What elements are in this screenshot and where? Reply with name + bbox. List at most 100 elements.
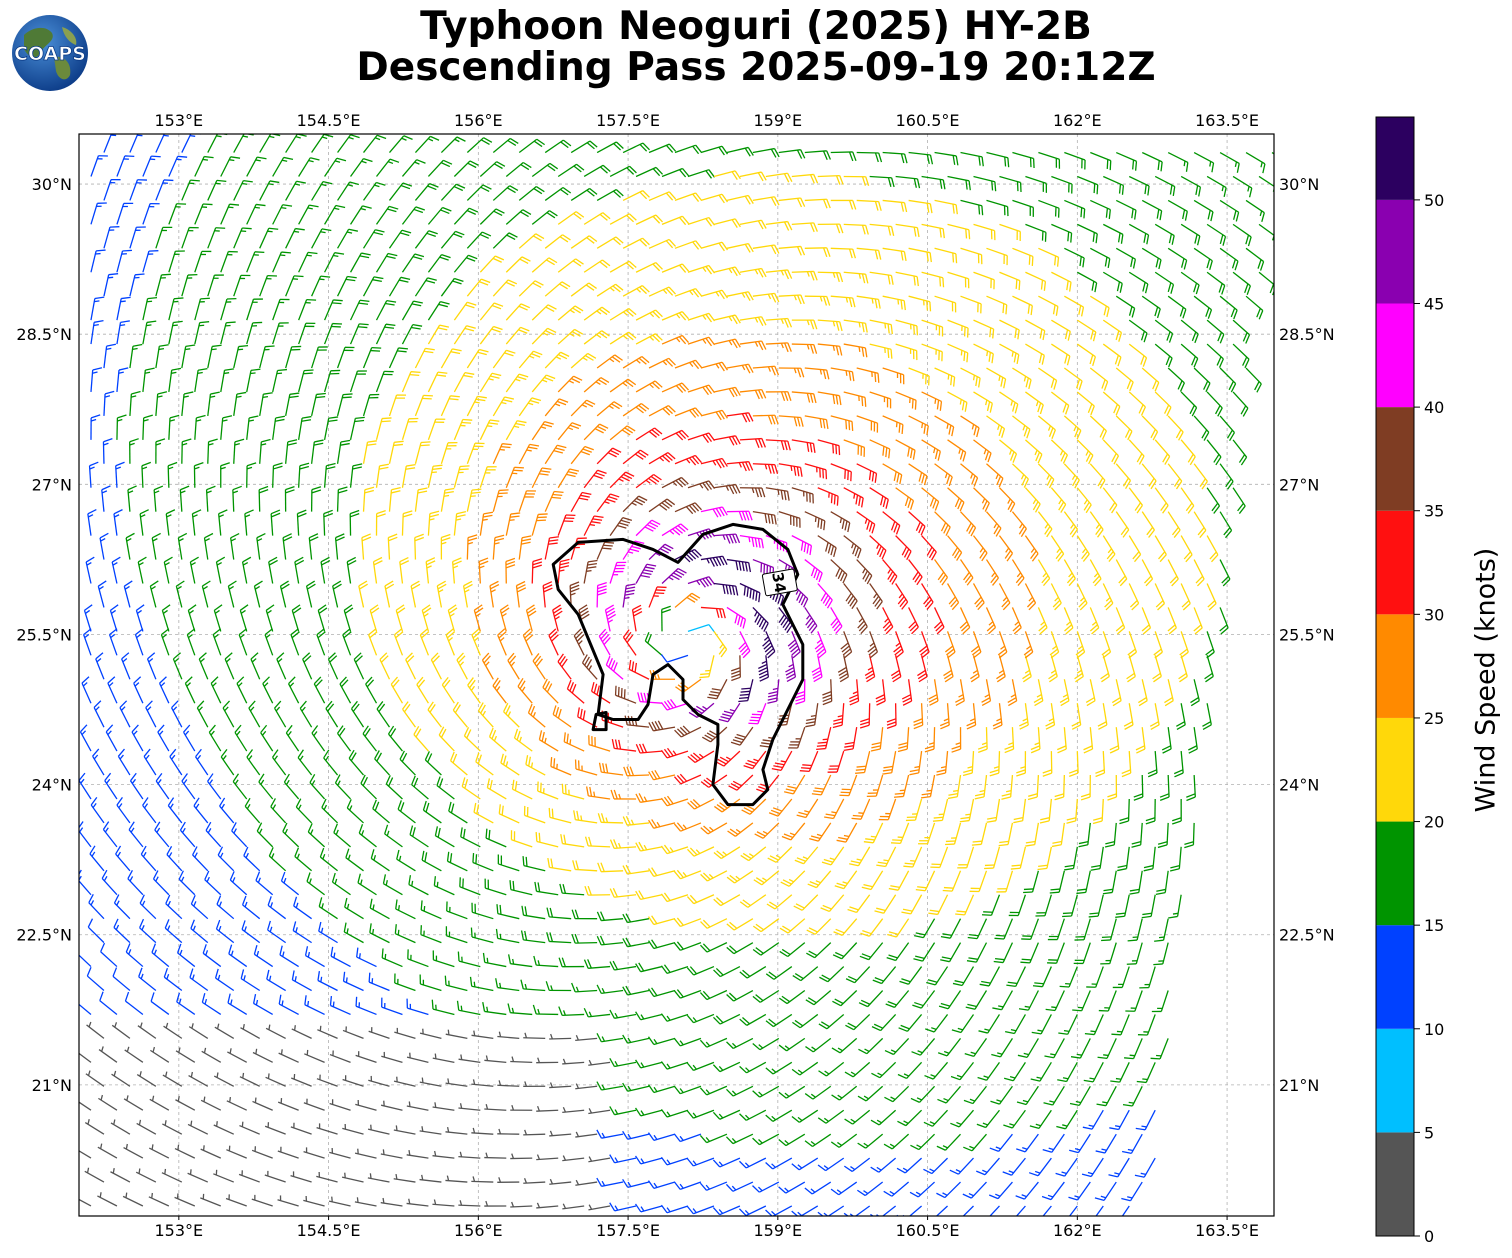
wind-barb [1100,942,1117,965]
wind-barb [791,1061,819,1076]
barb-feather [941,956,952,960]
barb-half-feather [180,876,185,882]
wind-barb [609,887,637,898]
barb-feather [202,944,207,954]
barb-half-feather [915,1191,922,1196]
barb-feather [1157,841,1168,845]
wind-barb [712,1061,741,1073]
barb-staff [369,907,390,920]
barb-half-feather [718,1113,724,1119]
barb-staff [1140,822,1143,845]
barb-staff [601,918,624,922]
barb-half-feather [323,804,328,811]
wind-barb [887,918,910,938]
barb-staff [381,957,403,968]
barb-feather [216,895,222,905]
wind-barb [1081,1157,1104,1178]
barb-staff [666,798,689,807]
barb-staff [1132,1038,1143,1059]
barb-feather [740,854,750,862]
barb-staff [953,822,962,845]
wind-barb [495,978,520,992]
barb-feather [1094,1197,1105,1201]
barb-feather [625,913,632,923]
barb-staff [136,1074,157,1087]
wind-barb [264,1170,286,1183]
barb-staff [575,1133,598,1138]
barb-staff [1136,918,1143,941]
barb-half-feather [322,853,326,860]
barb-feather [1105,841,1115,845]
barb-feather [933,816,944,819]
barb-feather [228,944,233,954]
barb-half-feather [876,1119,882,1124]
wind-barb [255,871,274,896]
barb-feather [189,968,194,978]
barb-staff [984,1157,1000,1176]
wind-barb [1101,918,1117,942]
barb-staff [175,1050,196,1063]
wind-barb [303,1147,325,1159]
wind-barb [622,815,650,826]
barb-feather [622,986,629,996]
barb-feather [834,885,845,890]
barb-staff [434,885,455,896]
barb-half-feather [784,1140,790,1145]
barb-half-feather [255,1048,258,1055]
barb-feather [663,844,671,854]
wind-barb [1083,1062,1104,1083]
barb-staff [472,911,494,920]
barb-feather [651,819,658,828]
barb-feather [622,1082,629,1092]
wind-barb [280,871,300,896]
barb-half-feather [92,803,97,808]
wind-barb [957,846,975,869]
barb-staff [988,966,1001,987]
barb-feather [822,904,832,910]
barb-feather [482,1001,486,1012]
barb-staff [852,1109,871,1125]
barb-staff [919,1085,936,1103]
barb-half-feather [460,1054,463,1060]
barb-staff [255,879,274,896]
wind-barb [1108,1157,1130,1178]
barb-feather [843,1165,853,1172]
barb-feather [715,1015,724,1024]
barb-staff [614,1013,637,1019]
wind-barb [686,1061,715,1072]
barb-half-feather [550,985,553,991]
wind-barb [79,1101,92,1111]
wind-barb [330,946,351,968]
wind-barb [354,1197,377,1207]
barb-half-feather [408,1150,411,1156]
barb-half-feather [1127,1148,1134,1152]
wind-barb [137,1022,157,1039]
barb-staff [972,1085,987,1104]
barb-feather [1108,1222,1117,1225]
barb-feather [988,1194,999,1200]
barb-half-feather [870,835,877,838]
barb-staff [291,1028,312,1039]
barb-feather [634,1203,642,1213]
barb-feather [860,999,871,1005]
barb-feather [534,881,538,892]
wind-barb [459,877,481,896]
barb-feather [883,1190,893,1197]
barb-staff [640,798,663,803]
wind-barb [175,1096,196,1111]
wind-barb [431,999,455,1016]
barb-half-feather [232,877,236,883]
barb-feather [863,883,873,888]
barb-staff [774,894,793,910]
wind-barb [558,1006,585,1017]
barb-feather [431,999,434,1010]
wind-barb [162,1120,183,1135]
barb-half-feather [246,803,251,810]
barb-half-feather [151,1095,155,1101]
barb-half-feather [929,1121,935,1125]
barb-staff [330,1004,351,1016]
wind-barb [804,1181,832,1195]
wind-barb [804,1085,832,1100]
wind-barb [739,894,767,908]
